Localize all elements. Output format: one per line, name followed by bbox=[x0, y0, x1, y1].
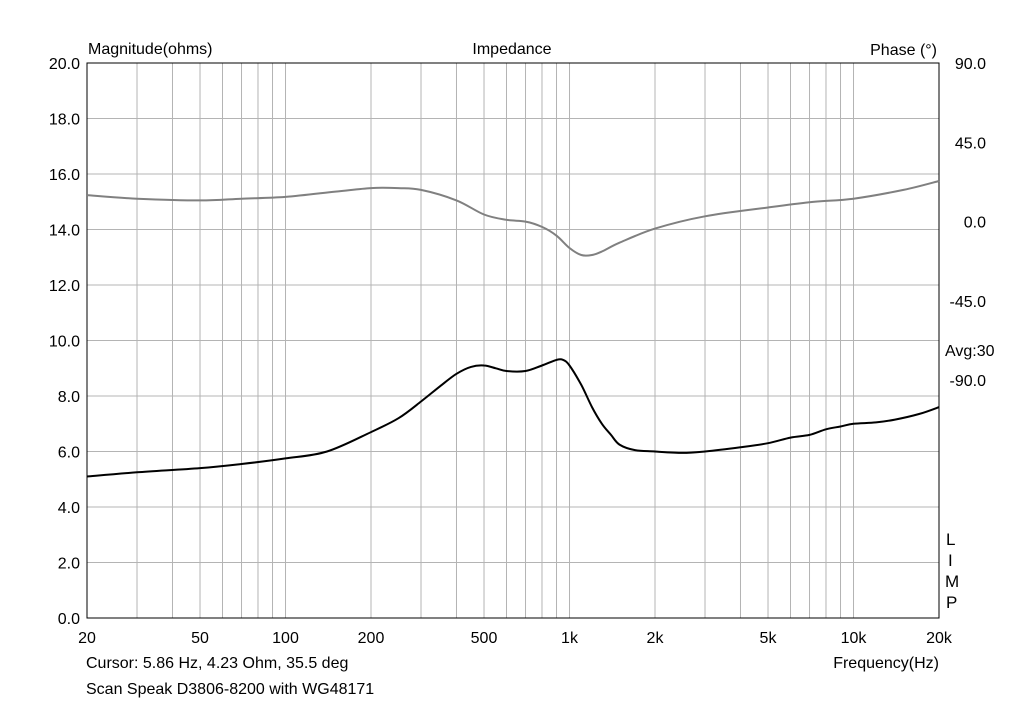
lim-letter-i: I bbox=[948, 551, 953, 570]
y2-tick-label: -90.0 bbox=[950, 373, 987, 390]
y-tick-label: 8.0 bbox=[58, 389, 80, 406]
y2-tick-label: 90.0 bbox=[955, 56, 986, 73]
device-description: Scan Speak D3806-8200 with WG48171 bbox=[86, 681, 375, 698]
x-tick-label: 10k bbox=[841, 630, 868, 647]
y-tick-label: 18.0 bbox=[49, 112, 80, 129]
x-tick-label: 20k bbox=[926, 630, 953, 647]
plot-frame bbox=[86, 62, 940, 619]
lim-letter-p: P bbox=[946, 593, 957, 612]
y-tick-label: 2.0 bbox=[58, 556, 80, 573]
x-tick-label: 1k bbox=[561, 630, 579, 647]
lim-letter-l: L bbox=[946, 530, 955, 549]
x-tick-label: 100 bbox=[272, 630, 299, 647]
y-tick-label: 14.0 bbox=[49, 223, 80, 240]
y2-tick-labels: 90.0 45.0 0.0 -45.0 -90.0 bbox=[950, 56, 987, 390]
x-tick-label: 2k bbox=[647, 630, 665, 647]
x-tick-label: 20 bbox=[78, 630, 96, 647]
phase-curve bbox=[86, 180, 940, 257]
x-tick-label: 5k bbox=[760, 630, 778, 647]
cursor-readout: Cursor: 5.86 Hz, 4.23 Ohm, 35.5 deg bbox=[86, 655, 349, 672]
y-tick-label: 12.0 bbox=[49, 278, 80, 295]
y2-tick-label: 45.0 bbox=[955, 135, 986, 152]
x-axis-label: Frequency(Hz) bbox=[833, 655, 939, 672]
y2-tick-label: -45.0 bbox=[950, 294, 987, 311]
grid bbox=[87, 63, 939, 618]
y-tick-label: 4.0 bbox=[58, 500, 80, 517]
avg-label: Avg:30 bbox=[945, 343, 995, 360]
y-tick-label: 0.0 bbox=[58, 611, 80, 628]
x-tick-labels: 20 50 100 200 500 1k 2k 5k 10k 20k bbox=[78, 630, 953, 647]
y-tick-label: 10.0 bbox=[49, 334, 80, 351]
impedance-chart: 20 50 100 200 500 1k 2k 5k 10k 20k 0.0 2.0 4.0 6.0 8.… bbox=[49, 41, 995, 647]
chart-title: Impedance bbox=[472, 41, 551, 58]
y-tick-label: 16.0 bbox=[49, 167, 80, 184]
y-tick-label: 6.0 bbox=[58, 445, 80, 462]
x-tick-label: 200 bbox=[358, 630, 385, 647]
x-tick-label: 500 bbox=[471, 630, 498, 647]
curves bbox=[86, 180, 940, 478]
x-tick-label: 50 bbox=[191, 630, 209, 647]
magnitude-curve bbox=[86, 358, 940, 478]
left-axis-label: Magnitude(ohms) bbox=[88, 41, 213, 58]
right-axis-label: Phase (°) bbox=[870, 42, 937, 59]
y2-tick-label: 0.0 bbox=[964, 215, 986, 232]
y-tick-labels: 0.0 2.0 4.0 6.0 8.0 10.0 12.0 14.0 16.0 18.0 20.0 bbox=[49, 56, 80, 628]
y-tick-label: 20.0 bbox=[49, 56, 80, 73]
lim-letter-m: M bbox=[945, 572, 959, 591]
